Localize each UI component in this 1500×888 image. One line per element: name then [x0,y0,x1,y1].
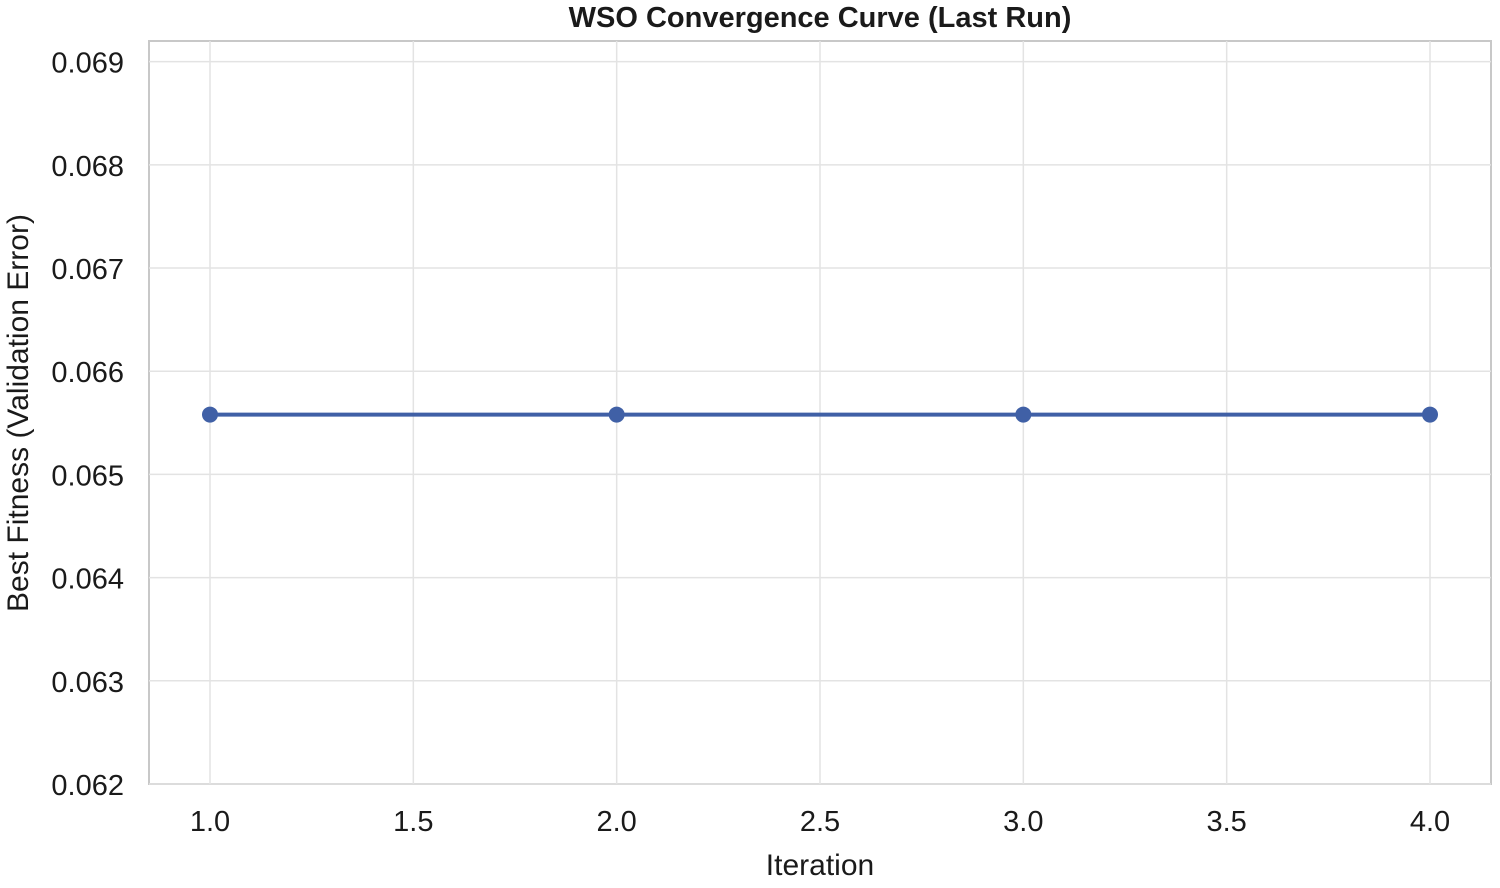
y-axis-label: Best Fitness (Validation Error) [2,214,35,612]
x-tick-label: 2.5 [800,806,840,838]
series-layer [202,406,1438,423]
y-tick-label: 0.066 [51,357,124,389]
data-point [202,406,218,423]
chart-title: WSO Convergence Curve (Last Run) [569,2,1072,34]
y-tick-label: 0.064 [51,564,124,596]
y-tick-label: 0.062 [51,770,124,802]
data-point [608,406,625,423]
y-tick-label: 0.063 [51,667,124,699]
y-axis-ticks: 0.062 0.063 0.064 0.065 0.066 0.067 0.068 0.069 [51,48,124,802]
y-tick-label: 0.069 [51,48,124,80]
x-tick-label: 3.5 [1207,806,1247,838]
x-tick-label: 4.0 [1410,806,1450,838]
x-tick-label: 3.0 [1003,806,1043,838]
grid [149,41,1491,785]
data-point [1015,406,1032,423]
x-axis-ticks: 1.0 1.5 2.0 2.5 3.0 3.5 4.0 [190,806,1450,838]
y-tick-label: 0.067 [51,254,124,286]
y-tick-label: 0.065 [51,460,124,492]
x-tick-label: 1.0 [190,806,230,838]
y-tick-label: 0.068 [51,151,124,183]
x-axis-label: Iteration [766,849,874,882]
x-tick-label: 2.0 [597,806,637,838]
data-point [1422,406,1438,423]
x-tick-label: 1.5 [393,806,433,838]
